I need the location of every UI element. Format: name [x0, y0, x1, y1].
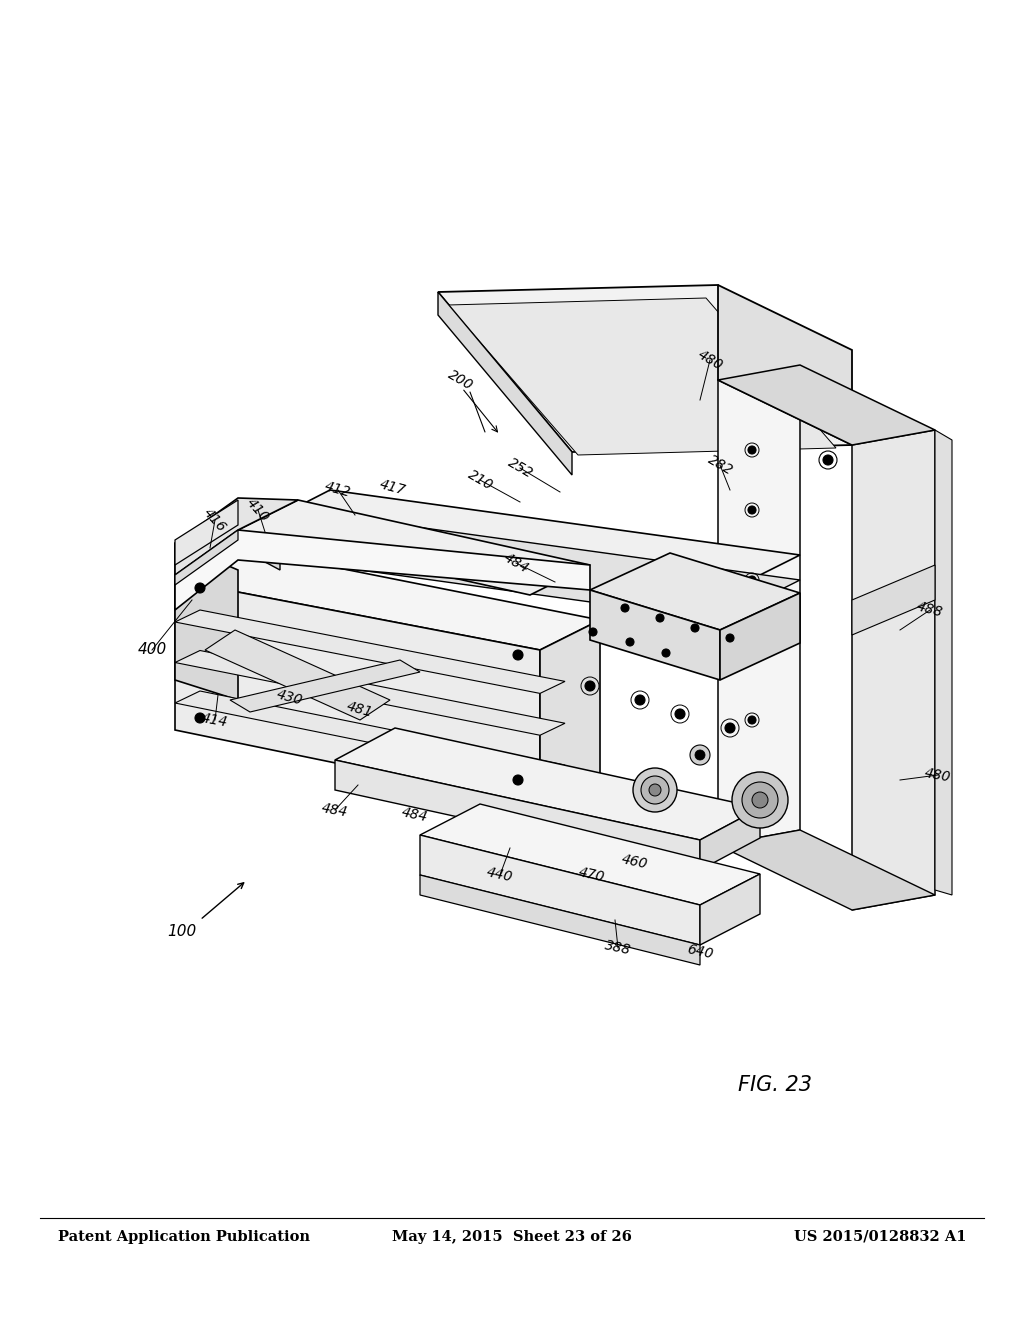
Circle shape: [635, 696, 645, 705]
Text: 200: 200: [445, 367, 475, 393]
Polygon shape: [720, 593, 800, 680]
Text: 440: 440: [485, 866, 514, 884]
Polygon shape: [175, 690, 565, 777]
Text: 210: 210: [465, 467, 495, 492]
Text: Patent Application Publication: Patent Application Publication: [58, 1230, 310, 1243]
Text: 388: 388: [603, 939, 633, 957]
Text: 484: 484: [501, 550, 531, 576]
Text: 480: 480: [924, 766, 952, 784]
Polygon shape: [230, 660, 420, 711]
Circle shape: [585, 681, 595, 690]
Polygon shape: [175, 543, 238, 700]
Text: 481: 481: [345, 700, 375, 721]
Polygon shape: [238, 500, 590, 595]
Polygon shape: [935, 430, 952, 895]
Text: 460: 460: [621, 853, 649, 871]
Circle shape: [662, 649, 670, 657]
Text: 414: 414: [201, 710, 229, 729]
Polygon shape: [335, 729, 760, 840]
Circle shape: [649, 784, 662, 796]
Polygon shape: [175, 579, 540, 805]
Text: 488: 488: [915, 599, 945, 620]
Circle shape: [656, 614, 664, 622]
Text: 282: 282: [705, 453, 735, 478]
Text: 430: 430: [275, 688, 305, 709]
Text: FIG. 23: FIG. 23: [738, 1074, 812, 1096]
Text: 416: 416: [201, 506, 229, 535]
Polygon shape: [852, 430, 935, 909]
Circle shape: [726, 634, 734, 642]
Circle shape: [748, 506, 756, 513]
Circle shape: [752, 792, 768, 808]
Circle shape: [690, 744, 710, 766]
Polygon shape: [335, 760, 700, 870]
Text: 412: 412: [324, 479, 352, 500]
Circle shape: [195, 713, 205, 723]
Polygon shape: [718, 285, 852, 445]
Text: 484: 484: [400, 805, 429, 825]
Circle shape: [748, 576, 756, 583]
Polygon shape: [252, 531, 280, 570]
Text: 484: 484: [321, 801, 349, 820]
Circle shape: [691, 624, 699, 632]
Polygon shape: [718, 366, 935, 445]
Polygon shape: [590, 553, 800, 630]
Circle shape: [748, 645, 756, 653]
Text: 100: 100: [167, 924, 197, 940]
Polygon shape: [252, 515, 800, 620]
Polygon shape: [420, 836, 700, 945]
Circle shape: [732, 772, 788, 828]
Polygon shape: [700, 874, 760, 945]
Text: 470: 470: [578, 866, 606, 884]
Polygon shape: [438, 285, 852, 451]
Circle shape: [513, 775, 523, 785]
Polygon shape: [438, 292, 572, 475]
Polygon shape: [175, 548, 600, 649]
Polygon shape: [175, 531, 590, 610]
Text: US 2015/0128832 A1: US 2015/0128832 A1: [794, 1230, 966, 1243]
Polygon shape: [252, 490, 800, 595]
Polygon shape: [175, 610, 565, 693]
Circle shape: [748, 446, 756, 454]
Circle shape: [748, 785, 756, 795]
Polygon shape: [718, 366, 800, 845]
Text: 252: 252: [505, 455, 535, 480]
Circle shape: [589, 628, 597, 636]
Text: 417: 417: [378, 478, 408, 498]
Circle shape: [742, 781, 778, 818]
Circle shape: [675, 709, 685, 719]
Text: May 14, 2015  Sheet 23 of 26: May 14, 2015 Sheet 23 of 26: [392, 1230, 632, 1243]
Polygon shape: [175, 498, 298, 576]
Polygon shape: [718, 830, 935, 909]
Circle shape: [626, 638, 634, 645]
Circle shape: [823, 455, 833, 465]
Text: 640: 640: [685, 942, 715, 961]
Polygon shape: [205, 630, 390, 719]
Circle shape: [748, 715, 756, 723]
Circle shape: [725, 723, 735, 733]
Polygon shape: [700, 808, 760, 870]
Polygon shape: [175, 531, 238, 585]
Circle shape: [621, 605, 629, 612]
Polygon shape: [175, 500, 238, 565]
Polygon shape: [590, 590, 720, 680]
Polygon shape: [852, 565, 935, 635]
Text: 400: 400: [137, 643, 167, 657]
Polygon shape: [420, 804, 760, 906]
Text: 410: 410: [244, 495, 272, 524]
Polygon shape: [420, 875, 700, 965]
Text: 480: 480: [695, 347, 725, 372]
Polygon shape: [540, 620, 600, 805]
Circle shape: [695, 750, 705, 760]
Circle shape: [195, 583, 205, 593]
Circle shape: [641, 776, 669, 804]
Polygon shape: [449, 298, 836, 455]
Circle shape: [633, 768, 677, 812]
Circle shape: [513, 649, 523, 660]
Polygon shape: [175, 651, 565, 735]
